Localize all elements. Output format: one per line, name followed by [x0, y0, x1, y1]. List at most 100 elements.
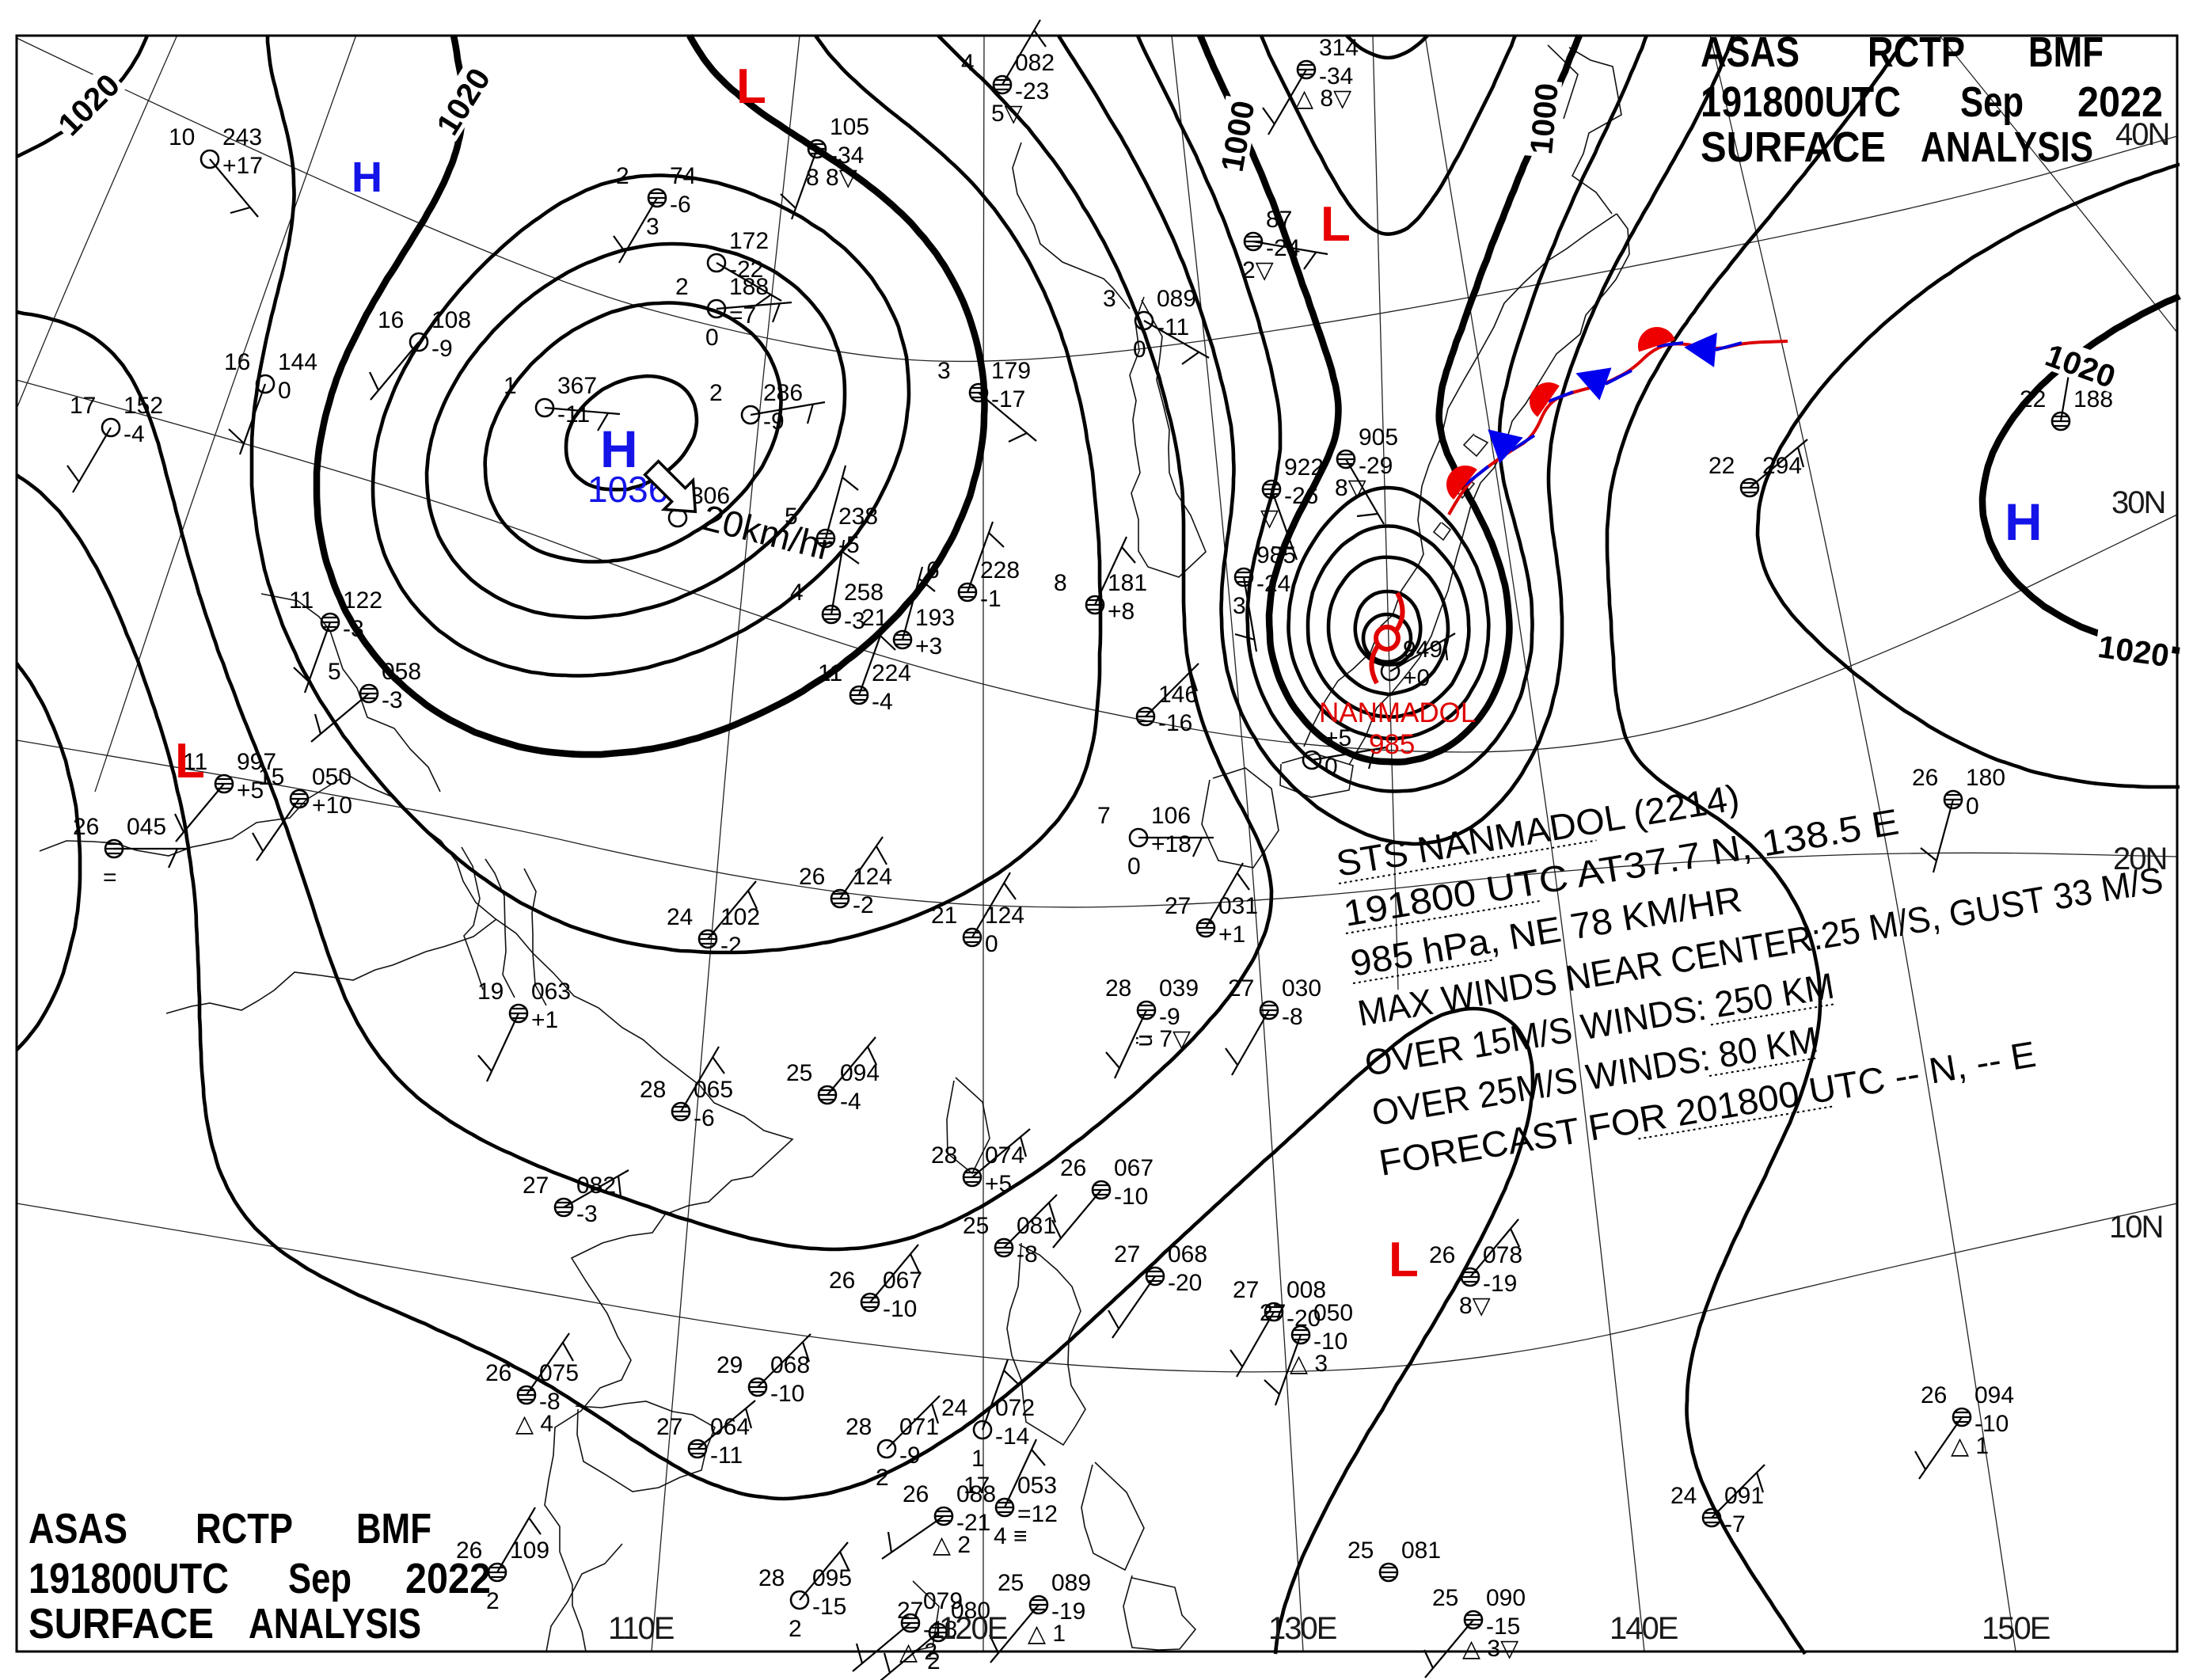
- svg-text:997: 997: [237, 749, 276, 775]
- svg-text:26: 26: [1429, 1242, 1455, 1268]
- svg-text:△ 8▽: △ 8▽: [1295, 86, 1351, 112]
- svg-text:28: 28: [640, 1077, 666, 1103]
- svg-text:191800UTC: 191800UTC: [1701, 78, 1901, 126]
- svg-text:21: 21: [931, 903, 957, 929]
- svg-text:26: 26: [1912, 765, 1938, 791]
- svg-text:16: 16: [224, 349, 250, 375]
- svg-text:-24: -24: [1256, 571, 1290, 597]
- svg-text:058: 058: [382, 659, 421, 685]
- svg-text:094: 094: [1974, 1382, 2014, 1408]
- svg-text:045: 045: [127, 814, 166, 840]
- svg-text:122: 122: [343, 587, 382, 614]
- svg-text:039: 039: [1159, 975, 1199, 1002]
- svg-text:26: 26: [1921, 1382, 1947, 1408]
- svg-text:089: 089: [1051, 1570, 1091, 1596]
- svg-text:△ 1: △ 1: [1951, 1433, 1989, 1459]
- svg-text:106: 106: [1151, 803, 1191, 829]
- svg-text:7: 7: [1097, 803, 1111, 829]
- svg-text:031: 031: [1218, 893, 1258, 919]
- svg-text:-20: -20: [1287, 1306, 1321, 1332]
- svg-text:091: 091: [1724, 1483, 1764, 1509]
- svg-text:△ 1: △ 1: [1028, 1621, 1066, 1647]
- svg-text:2: 2: [709, 380, 723, 406]
- svg-text:26: 26: [456, 1537, 482, 1564]
- svg-text:081: 081: [1401, 1537, 1441, 1564]
- svg-text:11: 11: [818, 660, 842, 686]
- svg-text:2: 2: [927, 1648, 941, 1674]
- svg-text:1: 1: [504, 373, 517, 399]
- svg-text:27: 27: [897, 1598, 923, 1624]
- svg-text:30N: 30N: [2111, 485, 2164, 520]
- svg-text:050: 050: [1313, 1300, 1353, 1326]
- svg-text:28: 28: [1105, 975, 1131, 1002]
- svg-text:0: 0: [1133, 336, 1146, 363]
- svg-text:985: 985: [1369, 729, 1415, 760]
- svg-text:+8: +8: [1108, 599, 1135, 625]
- svg-text:2: 2: [789, 1616, 802, 1642]
- svg-text:BMF: BMF: [356, 1505, 431, 1553]
- svg-text:-6: -6: [670, 192, 691, 218]
- svg-text:181: 181: [1108, 570, 1147, 596]
- svg-text:+5: +5: [1325, 725, 1351, 751]
- svg-text:102: 102: [720, 904, 760, 930]
- svg-text:22: 22: [1708, 453, 1735, 479]
- svg-text:26: 26: [903, 1481, 929, 1507]
- svg-text:-8: -8: [539, 1389, 561, 1415]
- svg-text:-10: -10: [1313, 1328, 1347, 1355]
- svg-text:-9: -9: [1159, 1004, 1180, 1030]
- svg-text:24: 24: [1670, 1483, 1697, 1509]
- svg-text:081: 081: [1017, 1213, 1056, 1239]
- svg-text:11: 11: [183, 749, 207, 775]
- svg-text:SURFACE: SURFACE: [1701, 124, 1886, 171]
- svg-text:24: 24: [941, 1395, 967, 1421]
- svg-text:0: 0: [1127, 853, 1141, 880]
- svg-text:068: 068: [770, 1352, 810, 1378]
- svg-text:25: 25: [1432, 1585, 1458, 1611]
- svg-text:4: 4: [961, 50, 975, 76]
- svg-text:-11: -11: [710, 1442, 743, 1469]
- svg-text:3: 3: [646, 214, 659, 240]
- svg-text:+17: +17: [222, 153, 263, 179]
- svg-text:067: 067: [883, 1268, 922, 1294]
- svg-text:-3: -3: [343, 616, 364, 642]
- svg-text:008: 008: [1287, 1277, 1326, 1303]
- svg-text:064: 064: [710, 1414, 750, 1440]
- svg-text:25: 25: [998, 1570, 1024, 1596]
- svg-text:+5: +5: [985, 1171, 1012, 1197]
- svg-text:130E: 130E: [1268, 1611, 1336, 1646]
- svg-text:17: 17: [963, 1473, 990, 1499]
- svg-text:191800UTC: 191800UTC: [29, 1555, 229, 1602]
- svg-text:8▽: 8▽: [1459, 1293, 1491, 1319]
- svg-text:28: 28: [846, 1414, 872, 1440]
- svg-text:2022: 2022: [2077, 78, 2163, 126]
- svg-text:26: 26: [829, 1268, 855, 1294]
- svg-text:-34: -34: [1319, 63, 1353, 89]
- svg-text:+0: +0: [1403, 665, 1430, 691]
- svg-text:▽: ▽: [1260, 505, 1279, 531]
- svg-text:-3: -3: [382, 687, 403, 713]
- svg-text:074: 074: [985, 1142, 1024, 1169]
- svg-text:905: 905: [1359, 424, 1398, 450]
- svg-text:2: 2: [616, 163, 629, 189]
- svg-text:87: 87: [1266, 207, 1292, 233]
- svg-text:286: 286: [763, 380, 803, 406]
- svg-text:-17: -17: [991, 386, 1025, 412]
- svg-text:-4: -4: [124, 421, 145, 447]
- svg-text:-16: -16: [1158, 710, 1192, 736]
- svg-text:0: 0: [1325, 754, 1338, 780]
- svg-text:053: 053: [1017, 1473, 1057, 1499]
- svg-text:ANALYSIS: ANALYSIS: [1921, 124, 2093, 171]
- svg-text:=: =: [103, 865, 117, 891]
- svg-text:078: 078: [1483, 1242, 1522, 1268]
- svg-text:11: 11: [289, 587, 314, 614]
- svg-text:16: 16: [378, 307, 404, 333]
- svg-text:25: 25: [1347, 1537, 1374, 1564]
- svg-text:10: 10: [169, 124, 195, 150]
- svg-text:1000: 1000: [1524, 82, 1565, 155]
- svg-text:-2: -2: [720, 933, 742, 959]
- svg-text:2▽: 2▽: [1242, 257, 1274, 283]
- svg-text:172: 172: [729, 228, 769, 254]
- svg-text:109: 109: [510, 1537, 549, 1564]
- svg-text:19: 19: [477, 979, 504, 1005]
- svg-text:079: 079: [923, 1588, 963, 1614]
